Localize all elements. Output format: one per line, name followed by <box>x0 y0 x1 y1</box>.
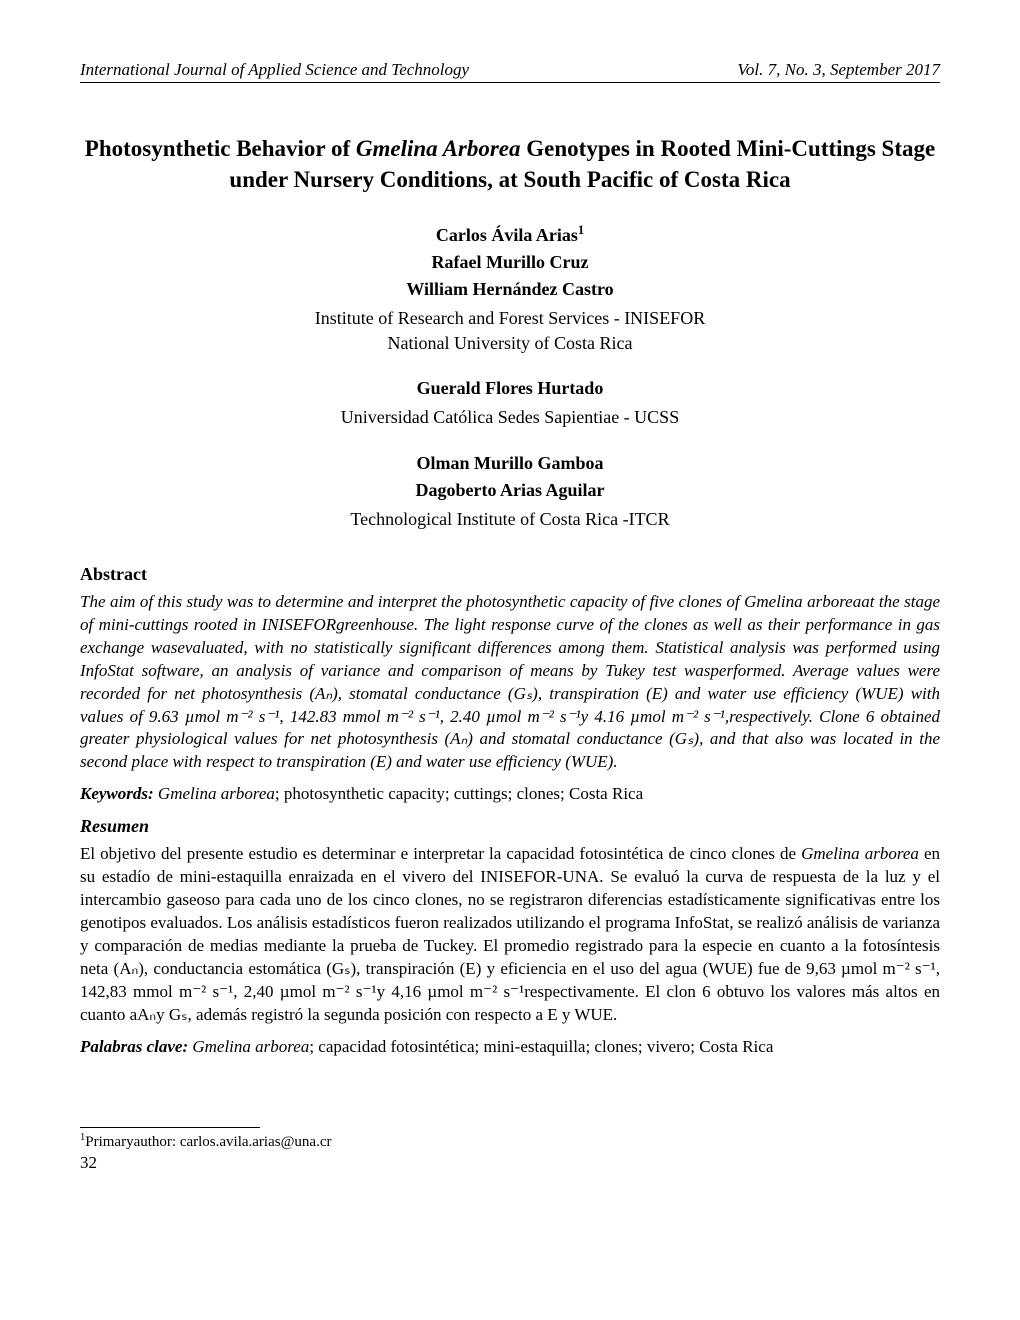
author-block-2: Guerald Flores Hurtado Universidad Catól… <box>80 378 940 430</box>
resumen-pre: El objetivo del presente estudio es dete… <box>80 844 801 863</box>
author-name: Carlos Ávila Arias1 <box>80 223 940 246</box>
journal-name: International Journal of Applied Science… <box>80 60 469 80</box>
title-pre: Photosynthetic Behavior of <box>85 136 356 161</box>
resumen-heading: Resumen <box>80 816 940 837</box>
author-block-1: Carlos Ávila Arias1 Rafael Murillo Cruz … <box>80 223 940 356</box>
author-name: Guerald Flores Hurtado <box>80 378 940 399</box>
affiliation: Universidad Católica Sedes Sapientiae - … <box>80 405 940 430</box>
author-name: Olman Murillo Gamboa <box>80 453 940 474</box>
article-title: Photosynthetic Behavior of Gmelina Arbor… <box>80 133 940 195</box>
keywords-rest: ; photosynthetic capacity; cuttings; clo… <box>275 784 643 803</box>
author-name: William Hernández Castro <box>80 279 940 300</box>
author-name: Dagoberto Arias Aguilar <box>80 480 940 501</box>
page-header: International Journal of Applied Science… <box>80 60 940 83</box>
palabras-rest: ; capacidad fotosintética; mini-estaquil… <box>309 1037 773 1056</box>
resumen-post: en su estadío de mini-estaquilla enraiza… <box>80 844 940 1024</box>
footnote-divider <box>80 1127 260 1128</box>
abstract-text: The aim of this study was to determine a… <box>80 591 940 775</box>
palabras-species: Gmelina arborea <box>188 1037 309 1056</box>
palabras-clave-line: Palabras clave: Gmelina arborea; capacid… <box>80 1037 940 1057</box>
resumen-species: Gmelina arborea <box>801 844 919 863</box>
affiliation: Technological Institute of Costa Rica -I… <box>80 507 940 532</box>
keywords-line: Keywords: Gmelina arborea; photosyntheti… <box>80 784 940 804</box>
palabras-label: Palabras clave: <box>80 1037 188 1056</box>
affiliation: National University of Costa Rica <box>80 331 940 356</box>
affiliation: Institute of Research and Forest Service… <box>80 306 940 331</box>
resumen-text: El objetivo del presente estudio es dete… <box>80 843 940 1027</box>
keywords-species: Gmelina arborea <box>154 784 275 803</box>
footnote: 1Primaryauthor: carlos.avila.arias@una.c… <box>80 1132 940 1151</box>
issue-info: Vol. 7, No. 3, September 2017 <box>737 60 940 80</box>
page-number: 32 <box>80 1153 940 1173</box>
author-block-3: Olman Murillo Gamboa Dagoberto Arias Agu… <box>80 453 940 532</box>
author-name: Rafael Murillo Cruz <box>80 252 940 273</box>
footnote-text: Primaryauthor: carlos.avila.arias@una.cr <box>85 1134 331 1150</box>
keywords-label: Keywords: <box>80 784 154 803</box>
title-species: Gmelina Arborea <box>356 136 521 161</box>
abstract-heading: Abstract <box>80 564 940 585</box>
